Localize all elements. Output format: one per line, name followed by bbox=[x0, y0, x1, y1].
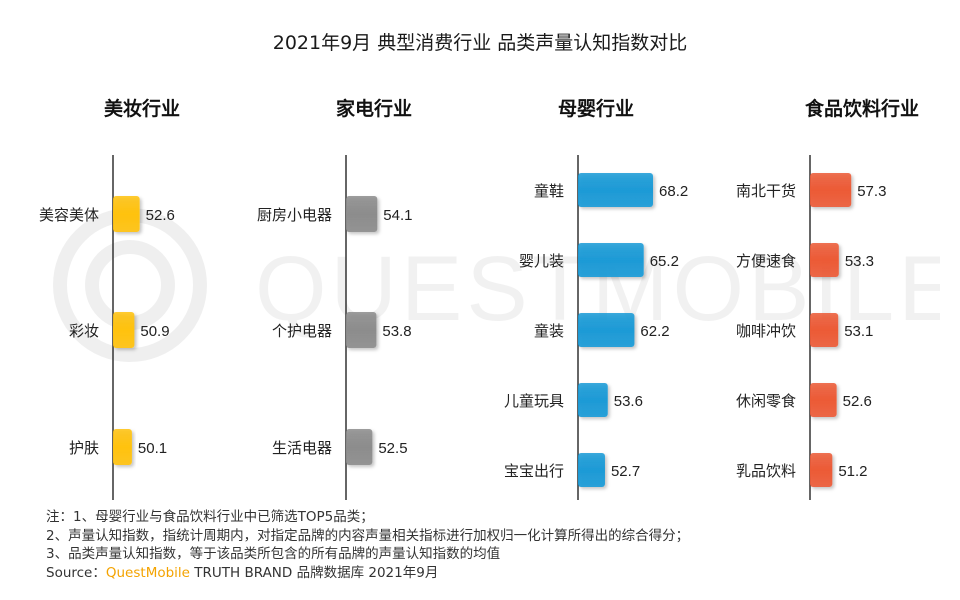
category-label-food: 休闲零食 bbox=[736, 392, 796, 410]
value-label-baby: 62.2 bbox=[640, 323, 669, 340]
bar-appliance bbox=[346, 312, 377, 348]
category-label-food: 方便速食 bbox=[736, 252, 796, 270]
panel-title-appliance: 家电行业 bbox=[335, 98, 412, 120]
chart-title: 2021年9月 典型消费行业 品类声量认知指数对比 bbox=[272, 32, 688, 54]
value-label-beauty: 50.1 bbox=[138, 440, 167, 457]
category-label-beauty: 护肤 bbox=[69, 439, 99, 457]
bar-baby bbox=[578, 243, 644, 277]
category-label-beauty: 美容美体 bbox=[39, 206, 99, 224]
bar-appliance bbox=[346, 196, 378, 232]
bar-baby bbox=[578, 383, 608, 417]
bar-beauty bbox=[113, 196, 140, 232]
bar-food bbox=[810, 313, 839, 347]
value-label-beauty: 52.6 bbox=[146, 207, 175, 224]
bar-appliance bbox=[346, 429, 373, 465]
category-label-baby: 儿童玩具 bbox=[504, 392, 564, 410]
bar-beauty bbox=[113, 312, 135, 348]
category-label-appliance: 厨房小电器 bbox=[257, 206, 332, 224]
category-label-food: 南北干货 bbox=[736, 182, 796, 200]
value-label-baby: 52.7 bbox=[611, 463, 640, 480]
bar-food bbox=[810, 453, 833, 487]
value-label-baby: 65.2 bbox=[650, 253, 679, 270]
source-line: Source：QuestMobile TRUTH BRAND 品牌数据库 202… bbox=[46, 564, 689, 583]
value-label-food: 51.2 bbox=[838, 463, 867, 480]
source-suffix: TRUTH BRAND 品牌数据库 2021年9月 bbox=[189, 564, 439, 581]
category-label-food: 乳品饮料 bbox=[736, 462, 796, 480]
category-label-baby: 童装 bbox=[534, 322, 564, 340]
bar-baby bbox=[578, 453, 605, 487]
value-label-baby: 53.6 bbox=[614, 393, 643, 410]
category-label-appliance: 生活电器 bbox=[272, 439, 332, 457]
value-label-beauty: 50.9 bbox=[140, 323, 169, 340]
category-label-beauty: 彩妆 bbox=[69, 322, 99, 340]
category-label-appliance: 个护电器 bbox=[272, 322, 332, 340]
panel-title-food: 食品饮料行业 bbox=[804, 98, 919, 120]
category-label-baby: 婴儿装 bbox=[519, 252, 564, 270]
bar-baby bbox=[578, 173, 654, 207]
value-label-baby: 68.2 bbox=[659, 183, 688, 200]
panel-title-beauty: 美妆行业 bbox=[103, 98, 180, 120]
value-label-food: 53.1 bbox=[844, 323, 873, 340]
category-label-baby: 童鞋 bbox=[534, 182, 564, 200]
value-label-food: 52.6 bbox=[843, 393, 872, 410]
bar-beauty bbox=[113, 429, 132, 465]
value-label-food: 57.3 bbox=[857, 183, 886, 200]
value-label-appliance: 54.1 bbox=[383, 207, 412, 224]
value-label-appliance: 52.5 bbox=[378, 440, 407, 457]
value-label-food: 53.3 bbox=[845, 253, 874, 270]
footnotes: 注：1、母婴行业与食品饮料行业中已筛选TOP5品类； 2、声量认知指数，指统计周… bbox=[46, 508, 689, 582]
source-prefix: Source： bbox=[46, 564, 106, 581]
category-label-baby: 宝宝出行 bbox=[504, 462, 564, 480]
bar-food bbox=[810, 243, 839, 277]
note-1: 注：1、母婴行业与食品饮料行业中已筛选TOP5品类； bbox=[46, 509, 374, 525]
bar-baby bbox=[578, 313, 635, 347]
source-brand: QuestMobile bbox=[105, 564, 190, 581]
category-label-food: 咖啡冲饮 bbox=[736, 322, 796, 340]
panel-title-baby: 母婴行业 bbox=[557, 98, 634, 120]
value-label-appliance: 53.8 bbox=[382, 323, 411, 340]
bar-food bbox=[810, 383, 837, 417]
note-2: 2、声量认知指数，指统计周期内，对指定品牌的内容声量相关指标进行加权归一化计算所… bbox=[46, 527, 690, 544]
bar-food bbox=[810, 173, 852, 207]
note-3: 3、品类声量认知指数，等于该品类所包含的所有品牌的声量认知指数的均值 bbox=[46, 546, 501, 562]
